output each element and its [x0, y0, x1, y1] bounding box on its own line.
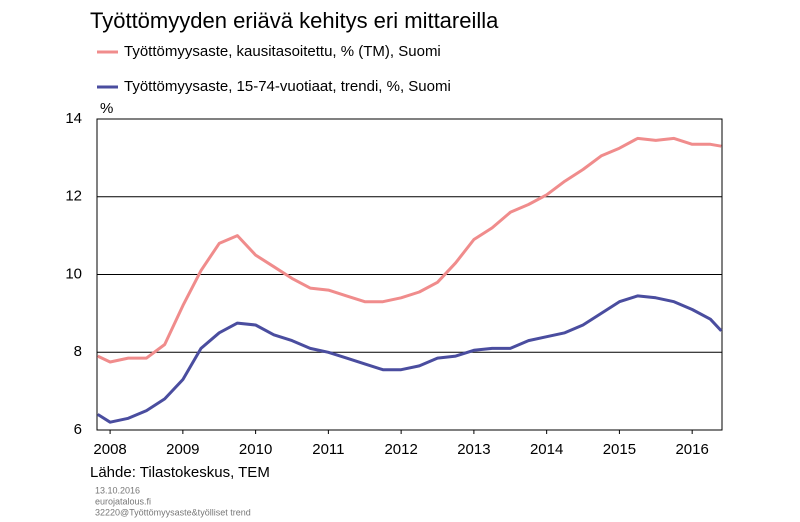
x-tick-label: 2016	[675, 441, 708, 458]
footer-line: 13.10.2016	[95, 485, 140, 495]
source: Lähde: Tilastokeskus, TEM	[90, 464, 270, 481]
series-line	[97, 136, 722, 364]
plot-frame	[96, 118, 723, 431]
x-tick-label: 2008	[93, 441, 126, 458]
legend-label: Työttömyysaste, 15-74-vuotiaat, trendi, …	[124, 78, 451, 95]
footer-line: 32220@Työttömyysaste&työlliset trend	[95, 507, 251, 517]
x-tick-label: 2011	[312, 441, 344, 458]
y-axis-label: %	[100, 100, 113, 117]
x-tick-label: 2013	[457, 441, 490, 458]
footer-line: eurojatalous.fi	[95, 496, 151, 506]
y-tick-label: 10	[65, 265, 82, 282]
x-tick-label: 2009	[166, 441, 199, 458]
x-tick-label: 2012	[384, 441, 417, 458]
x-tick-label: 2014	[530, 441, 563, 458]
series-line	[96, 294, 723, 424]
y-tick-label: 12	[65, 188, 82, 205]
legend-label: Työttömyysaste, kausitasoitettu, % (TM),…	[124, 43, 441, 60]
x-tick-label: 2015	[603, 441, 636, 458]
y-tick-label: 14	[65, 110, 82, 127]
y-tick-label: 8	[74, 343, 82, 360]
chart-title: Työttömyyden eriävä kehitys eri mittarei…	[90, 8, 499, 33]
x-tick-label: 2010	[239, 441, 272, 458]
y-tick-label: 6	[74, 421, 82, 438]
